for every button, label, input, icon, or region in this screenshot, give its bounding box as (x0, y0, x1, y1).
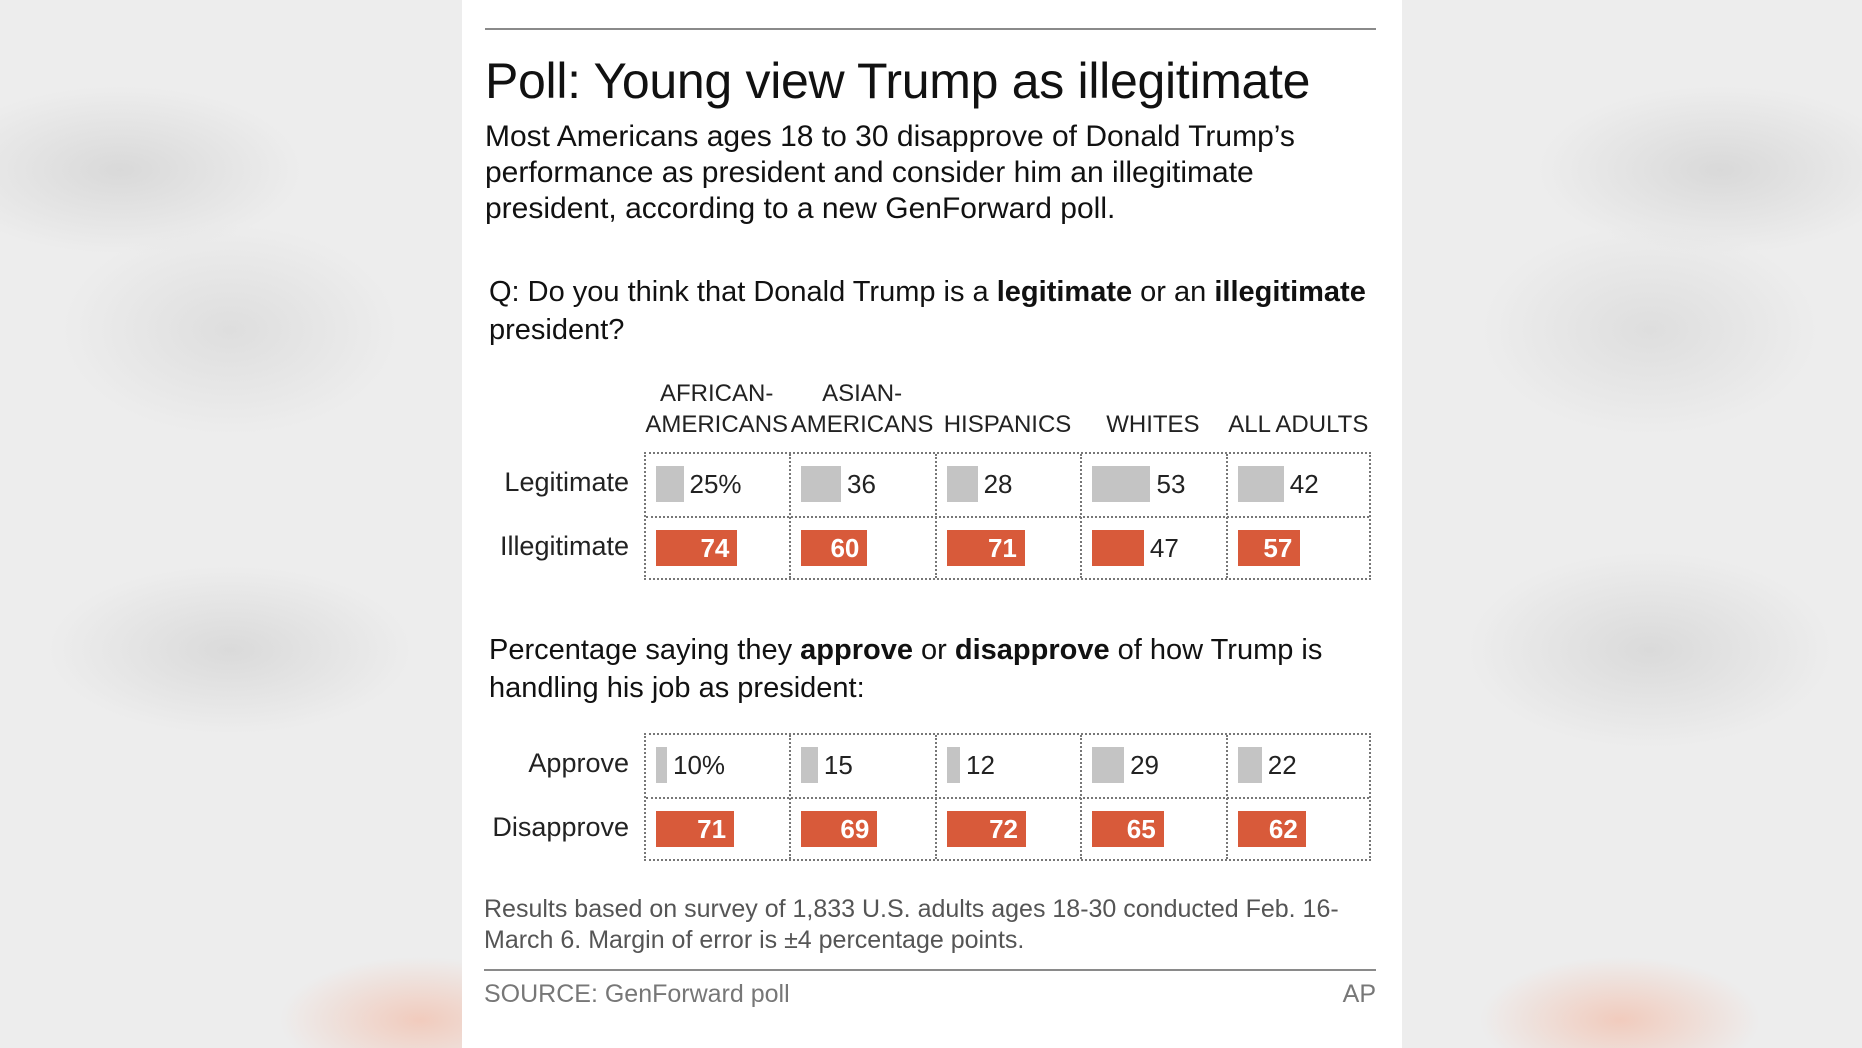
grid-row-divider (646, 797, 1369, 799)
chart-subtitle: Most Americans ages 18 to 30 disapprove … (485, 120, 1295, 225)
column-header-line (935, 378, 1081, 409)
column-header-line: AFRICAN- (660, 380, 774, 407)
row-label: Legitimate (504, 467, 629, 497)
data-label: 15 (823, 750, 853, 780)
data-label: 12 (966, 750, 995, 780)
bar (801, 811, 878, 847)
bar (801, 466, 841, 502)
bar (1092, 747, 1125, 783)
data-label: 42 (1289, 469, 1319, 499)
data-label: 71 (697, 814, 727, 844)
bar (1237, 811, 1306, 847)
grid-column-divider (789, 454, 792, 578)
column-header-line: ALL ADULTS (1228, 411, 1369, 438)
bar (1092, 811, 1164, 847)
grid-column-divider (789, 735, 792, 859)
bar (801, 747, 818, 783)
data-label: 29 (1130, 750, 1160, 780)
column-headers: AFRICAN- AMERICANS ASIAN- AMERICANS HISPANIC… (462, 378, 1402, 440)
question-legitimacy: Q: Do you think that Donald Trump is a l… (489, 276, 1366, 346)
column-header-line: HISPANICS (943, 411, 1072, 438)
data-label: 57 (1263, 533, 1293, 563)
column-header-line: ASIAN- (822, 380, 903, 407)
data-label: 74 (700, 533, 730, 563)
chart-grid (644, 733, 1371, 861)
data-label: 53 (1156, 469, 1186, 499)
data-label: 36 (847, 469, 876, 499)
column-header: HISPANICS (935, 378, 1081, 440)
row-label: Approve (528, 748, 629, 778)
bar (656, 747, 667, 783)
data-label: 28 (983, 469, 1013, 499)
bar (656, 466, 684, 502)
data-label: 22 (1267, 750, 1297, 780)
data-label: 65 (1126, 814, 1156, 844)
grid-column-divider (1080, 735, 1083, 859)
column-header: WHITES (1080, 378, 1226, 440)
bar (946, 747, 960, 783)
infographic-card: Poll: Young view Trump as illegitimate M… (462, 0, 1402, 1048)
bar (946, 530, 1025, 566)
methodology-note: Results based on survey of 1,833 U.S. ad… (484, 895, 1339, 954)
bottom-divider (484, 969, 1376, 971)
bar (1092, 530, 1144, 566)
column-header-line: AMERICANS (645, 411, 789, 438)
column-header: AFRICAN- AMERICANS (644, 378, 790, 440)
bar (1237, 530, 1301, 566)
chart-grid (644, 452, 1371, 580)
grid-row-divider (646, 516, 1369, 518)
bar (946, 811, 1026, 847)
column-header-line (1225, 378, 1371, 409)
column-header: ASIAN- AMERICANS (789, 378, 935, 440)
bar (656, 811, 735, 847)
data-label: 69 (840, 814, 870, 844)
data-label: 47 (1149, 533, 1179, 563)
grid-column-divider (1225, 735, 1228, 859)
column-header-line: AMERICANS (790, 411, 934, 438)
bar (801, 530, 868, 566)
column-header: ALL ADULTS (1225, 378, 1371, 440)
grid-column-divider (934, 735, 937, 859)
grid-column-divider (934, 454, 937, 578)
bar (1092, 466, 1151, 502)
data-label: 71 (987, 533, 1017, 563)
data-label: 60 (830, 533, 860, 563)
column-header-line: WHITES (1106, 411, 1200, 438)
bar (1237, 466, 1284, 502)
data-label: 72 (989, 814, 1018, 844)
column-header-line (1080, 378, 1226, 409)
chart-title: Poll: Young view Trump as illegitimate (485, 53, 1311, 109)
question-approval: Percentage saying they approve or disapp… (489, 634, 1323, 704)
grid-column-divider (1080, 454, 1083, 578)
agency-credit: AP (1342, 980, 1376, 1008)
row-label: Disapprove (492, 812, 629, 842)
data-label: 25% (689, 469, 742, 499)
data-label: 10% (673, 750, 726, 780)
data-label: 62 (1268, 814, 1298, 844)
bar (946, 466, 978, 502)
grid-column-divider (1225, 454, 1228, 578)
bar (656, 530, 738, 566)
bar (1237, 747, 1262, 783)
source-credit: SOURCE: GenForward poll (484, 980, 790, 1008)
top-divider (485, 28, 1376, 30)
row-label: Illegitimate (499, 531, 629, 561)
